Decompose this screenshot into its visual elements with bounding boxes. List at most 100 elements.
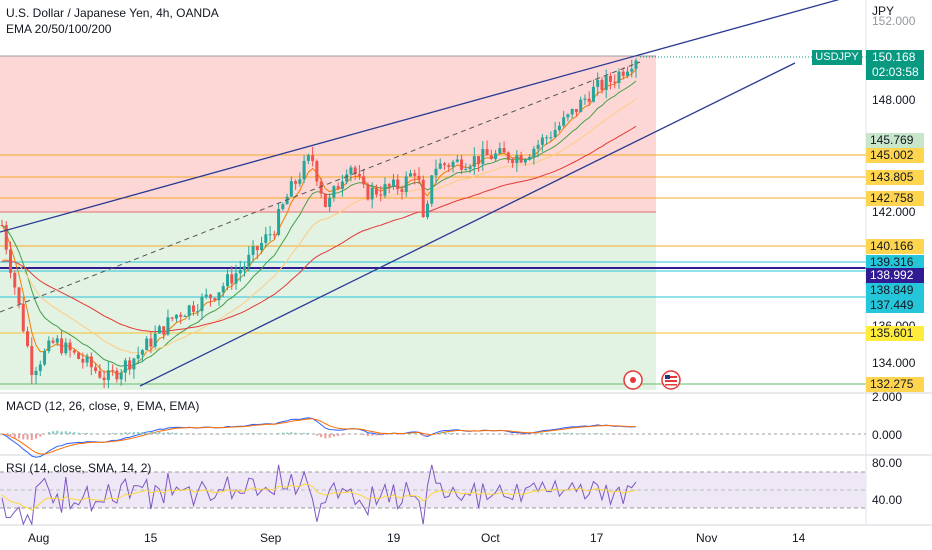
candle-body <box>532 148 536 158</box>
candle-body <box>621 71 625 76</box>
macd-histogram-bar <box>162 432 165 434</box>
macd-histogram-bar <box>26 434 29 440</box>
macd-histogram-bar <box>371 434 374 436</box>
candle-body <box>498 148 502 154</box>
candle-body <box>30 346 34 376</box>
candle-body <box>362 176 366 185</box>
macd-histogram-bar <box>515 434 518 435</box>
candle-body <box>106 370 110 381</box>
candle-body <box>166 317 170 335</box>
macd-histogram-bar <box>337 434 340 436</box>
time-tick: 17 <box>590 531 604 545</box>
candle-body <box>170 317 174 319</box>
macd-tick: 2.000 <box>872 390 903 404</box>
event-marker-icon[interactable] <box>623 370 643 390</box>
candle-body <box>451 161 455 168</box>
candle-body <box>315 161 319 182</box>
candle-body <box>34 370 38 376</box>
macd-histogram-bar <box>158 431 161 434</box>
candle-body <box>21 303 25 332</box>
candle-body <box>613 81 617 83</box>
macd-histogram-bar <box>73 432 76 434</box>
candle-body <box>408 173 412 177</box>
macd-tick: 0.000 <box>872 428 903 442</box>
macd-histogram-bar <box>128 432 131 434</box>
candle-body <box>289 181 293 197</box>
candle-body <box>515 155 519 164</box>
candle-body <box>9 249 13 273</box>
candle-body <box>72 350 76 353</box>
macd-histogram-bar <box>294 432 297 434</box>
macd-histogram-bar <box>452 433 455 434</box>
candle-body <box>404 176 408 192</box>
macd-histogram-bar <box>256 433 259 434</box>
level-tag: 145.769 <box>866 133 924 148</box>
candle-body <box>485 149 489 156</box>
macd-histogram-bar <box>511 434 514 436</box>
macd-histogram-bar <box>537 433 540 434</box>
candle-body <box>374 187 378 195</box>
macd-histogram-bar <box>320 434 323 438</box>
macd-signal-line <box>1 418 636 455</box>
candle-body <box>494 153 498 160</box>
candle-body <box>617 71 621 83</box>
macd-histogram-bar <box>13 434 16 438</box>
macd-histogram-bar <box>524 434 527 435</box>
candle-body <box>187 305 191 317</box>
macd-histogram-bar <box>22 434 25 440</box>
candle-body <box>81 358 85 363</box>
macd-histogram-bar <box>541 432 544 434</box>
candle-body <box>268 234 272 236</box>
price-tick-148: 148.000 <box>872 93 916 107</box>
candle-body <box>460 159 464 170</box>
last-price-value: 150.168 <box>872 50 916 64</box>
candle-body <box>545 137 549 139</box>
candle-body <box>370 187 374 200</box>
macd-histogram-bar <box>549 433 552 434</box>
candle-body <box>272 234 276 236</box>
candle-body <box>174 314 178 319</box>
macd-histogram-bar <box>166 432 169 434</box>
candle-body <box>323 193 327 207</box>
macd-histogram-bar <box>277 432 280 434</box>
candle-body <box>583 98 587 100</box>
candle-body <box>502 148 506 153</box>
time-tick: 19 <box>387 531 401 545</box>
candle-body <box>625 71 629 76</box>
candle-body <box>400 189 404 192</box>
last-price-badge[interactable]: 150.168 02:03:58 <box>866 50 924 80</box>
candle-body <box>60 338 64 354</box>
candle-body <box>604 76 608 90</box>
channel-lower-line <box>139 62 796 387</box>
macd-histogram-bar <box>120 433 123 434</box>
macd-histogram-bar <box>307 432 310 434</box>
macd-histogram-bar <box>154 432 157 434</box>
macd-histogram-bar <box>260 433 263 434</box>
macd-histogram-bar <box>447 432 450 434</box>
macd-histogram-bar <box>290 432 293 434</box>
currency-label: JPY <box>872 4 895 18</box>
macd-histogram-bar <box>81 433 84 434</box>
candle-body <box>234 273 238 284</box>
macd-histogram-bar <box>77 432 80 434</box>
macd-histogram-bar <box>90 433 93 434</box>
candle-body <box>519 155 523 163</box>
symbol-badge[interactable]: USDJPY <box>812 50 862 65</box>
candle-body <box>506 152 510 160</box>
candle-body <box>179 314 183 317</box>
us-flag-icon[interactable] <box>661 370 681 390</box>
candle-body <box>438 163 442 169</box>
candle-body <box>285 196 289 205</box>
candle-body <box>13 272 17 288</box>
candle-body <box>89 356 93 368</box>
rsi-legend: RSI (14, close, SMA, 14, 2) <box>6 461 152 475</box>
macd-histogram-bar <box>141 431 144 434</box>
candle-body <box>472 156 476 167</box>
macd-histogram-bar <box>171 432 174 434</box>
candle-body <box>153 333 157 347</box>
channel-upper-line <box>0 0 840 233</box>
macd-histogram-bar <box>375 434 378 436</box>
candle-body <box>477 156 481 164</box>
candle-body <box>204 294 208 297</box>
